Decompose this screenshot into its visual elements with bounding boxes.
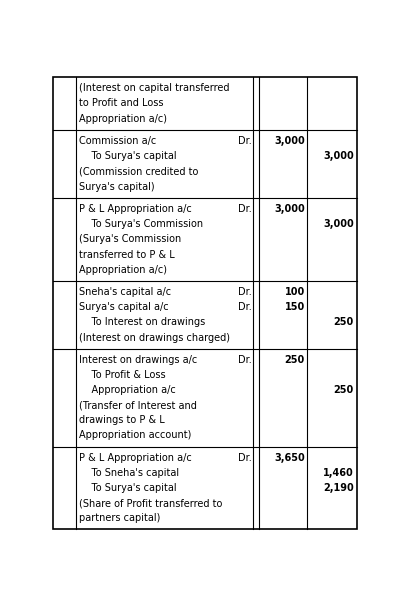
Text: transferred to P & L: transferred to P & L [79,250,174,260]
Text: To Interest on drawings: To Interest on drawings [79,317,205,328]
Text: 250: 250 [284,355,305,365]
Text: 2,190: 2,190 [323,483,354,493]
Text: to Profit and Loss: to Profit and Loss [79,98,163,108]
Text: P & L Appropriation a/c: P & L Appropriation a/c [79,453,192,463]
Text: Dr.: Dr. [238,302,252,313]
Text: Commission a/c: Commission a/c [79,136,156,146]
Text: To Profit & Loss: To Profit & Loss [79,370,166,380]
Text: (Surya's Commission: (Surya's Commission [79,235,181,244]
Text: Dr.: Dr. [238,287,252,297]
Text: Dr.: Dr. [238,453,252,463]
Text: To Surya's capital: To Surya's capital [79,483,176,493]
Text: Interest on drawings a/c: Interest on drawings a/c [79,355,197,365]
Text: Sneha's capital a/c: Sneha's capital a/c [79,287,171,297]
Text: To Sneha's capital: To Sneha's capital [79,468,179,478]
Text: drawings to P & L: drawings to P & L [79,415,164,425]
Text: Appropriation a/c): Appropriation a/c) [79,113,167,124]
Text: 3,000: 3,000 [274,205,305,214]
Text: (Interest on drawings charged): (Interest on drawings charged) [79,332,230,343]
Text: Appropriation a/c: Appropriation a/c [79,385,176,395]
Text: Dr.: Dr. [238,355,252,365]
Text: 250: 250 [334,317,354,328]
Text: 1,460: 1,460 [323,468,354,478]
Text: Surya's capital): Surya's capital) [79,182,154,191]
Text: 150: 150 [284,302,305,313]
Text: (Interest on capital transferred: (Interest on capital transferred [79,83,229,93]
Text: To Surya's capital: To Surya's capital [79,151,176,161]
Text: 3,650: 3,650 [274,453,305,463]
Text: Appropriation account): Appropriation account) [79,430,191,440]
Text: 100: 100 [284,287,305,297]
Text: partners capital): partners capital) [79,513,160,523]
Text: 3,000: 3,000 [323,151,354,161]
Text: 3,000: 3,000 [274,136,305,146]
Text: Appropriation a/c): Appropriation a/c) [79,265,167,275]
Text: Dr.: Dr. [238,136,252,146]
Text: 3,000: 3,000 [323,220,354,229]
Text: To Surya's Commission: To Surya's Commission [79,220,203,229]
Text: (Transfer of Interest and: (Transfer of Interest and [79,400,197,410]
Text: 250: 250 [334,385,354,395]
Text: Dr.: Dr. [238,205,252,214]
Text: (Share of Profit transferred to: (Share of Profit transferred to [79,498,222,508]
Text: P & L Appropriation a/c: P & L Appropriation a/c [79,205,192,214]
Text: Surya's capital a/c: Surya's capital a/c [79,302,168,313]
Text: (Commission credited to: (Commission credited to [79,167,198,176]
